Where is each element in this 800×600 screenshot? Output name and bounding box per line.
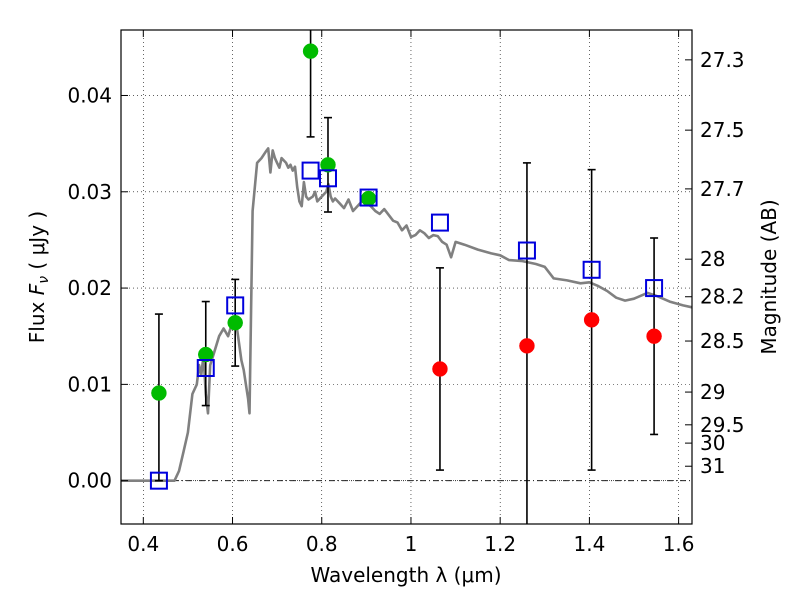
data-point-1-0 xyxy=(432,361,448,377)
axis-ticks: 0.4 0.6 0.8 1 1.2 1.4 1.6 0.00 0.01 0.02 0.03 0.04 2… xyxy=(67,30,745,556)
data-point-1-3 xyxy=(646,328,662,344)
magnitude-tick-label-9: 31 xyxy=(700,454,725,478)
y-tick-label-4: 0.04 xyxy=(67,83,112,107)
plot-frame xyxy=(120,29,693,525)
data-point-0-3 xyxy=(302,43,319,59)
data-point-2-3 xyxy=(301,161,320,180)
data-point-1-1 xyxy=(519,338,535,354)
magnitude-tick-label-2: 27.7 xyxy=(700,177,745,201)
x-tick-label-6: 1.6 xyxy=(663,532,695,556)
magnitude-tick-label-6: 29 xyxy=(700,380,725,404)
y-tick-label-0: 0.00 xyxy=(67,469,112,493)
y-tick-label-3: 0.03 xyxy=(67,180,112,204)
magnitude-tick-label-3: 28 xyxy=(700,247,725,271)
y-tick-label-1: 0.01 xyxy=(67,372,112,396)
magnitude-tick-label-7: 29.5 xyxy=(700,413,745,437)
magnitude-tick-label-5: 28.5 xyxy=(700,329,745,353)
y-tick-label-2: 0.02 xyxy=(67,276,112,300)
data-point-2-9 xyxy=(645,279,664,298)
data-point-0-2 xyxy=(227,314,243,331)
x-tick-label-3: 1 xyxy=(405,532,418,556)
data-point-2-8 xyxy=(582,260,601,279)
x-tick-label-1: 0.6 xyxy=(217,532,249,556)
data-point-0-1 xyxy=(198,346,214,363)
x-axis-label: Wavelength λ (μm) xyxy=(310,563,501,587)
y-axis-label-text: Flux xyxy=(25,295,49,343)
data-markers xyxy=(149,43,664,490)
y-axis-label-symbol: F xyxy=(25,283,49,295)
data-point-1-2 xyxy=(583,312,600,328)
magnitude-tick-label-4: 28.2 xyxy=(700,285,745,309)
magnitude-tick-label-8: 30 xyxy=(700,431,725,455)
y-axis-label-unit: ( μJy ) xyxy=(25,211,49,276)
y-axis-label-right: Magnitude (AB) xyxy=(757,199,781,354)
data-point-2-2 xyxy=(226,296,245,315)
x-tick-label-5: 1.4 xyxy=(573,532,605,556)
data-point-2-5 xyxy=(359,188,378,207)
x-tick-label-4: 1.2 xyxy=(484,532,516,556)
data-point-0-4 xyxy=(320,157,336,173)
data-point-2-1 xyxy=(196,359,215,377)
x-tick-label-2: 0.8 xyxy=(306,532,338,556)
data-point-2-0 xyxy=(149,471,168,490)
magnitude-tick-label-0: 27.3 xyxy=(700,48,745,72)
data-point-0-5 xyxy=(360,190,377,207)
y-axis-label-subscript: ν xyxy=(36,276,52,284)
plot-background xyxy=(121,30,692,524)
y-axis-label-left: Flux Fν ( μJy ) xyxy=(25,211,52,343)
data-point-0-0 xyxy=(151,385,167,401)
x-tick-label-0: 0.4 xyxy=(127,532,159,556)
data-point-2-6 xyxy=(430,213,449,232)
data-point-2-7 xyxy=(517,241,536,260)
data-point-2-4 xyxy=(318,169,337,188)
magnitude-tick-label-1: 27.5 xyxy=(700,118,745,142)
